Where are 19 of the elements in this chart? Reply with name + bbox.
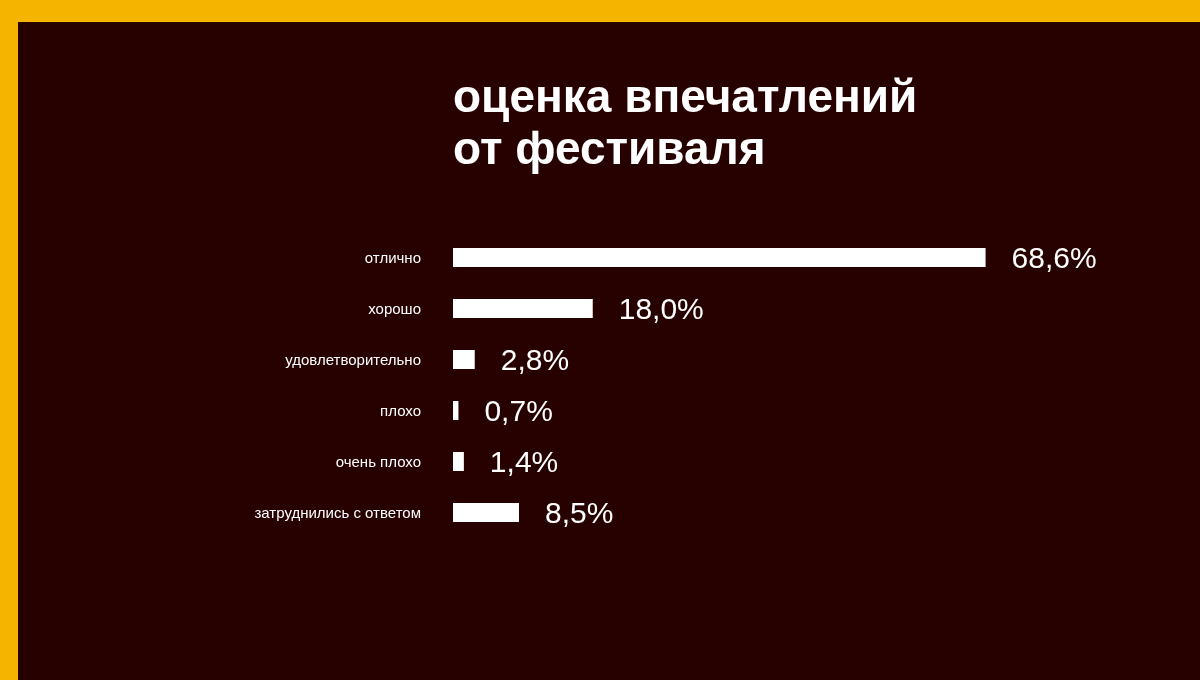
bar (453, 248, 986, 267)
y-tick-label: отлично (364, 248, 421, 266)
data-label: 1,4% (489, 445, 559, 479)
y-tick-label: хорошо (368, 299, 421, 317)
data-label: 18,0% (618, 292, 704, 326)
bar (453, 299, 593, 318)
bar (453, 401, 459, 420)
data-label: 8,5% (544, 496, 614, 530)
data-label: 0,7% (484, 394, 553, 428)
y-tick-label: удовлетворительно (285, 350, 421, 368)
y-tick-label: плохо (380, 401, 421, 419)
data-label: 2,8% (500, 343, 570, 377)
bar (453, 350, 475, 369)
y-tick-label: очень плохо (335, 452, 421, 470)
bar (453, 503, 519, 522)
chart-title: оценка впечатлений от фестиваля (453, 70, 919, 174)
bar (453, 452, 464, 471)
data-label: 68,6% (1011, 241, 1097, 275)
y-tick-label: затруднились с ответом (254, 503, 421, 521)
